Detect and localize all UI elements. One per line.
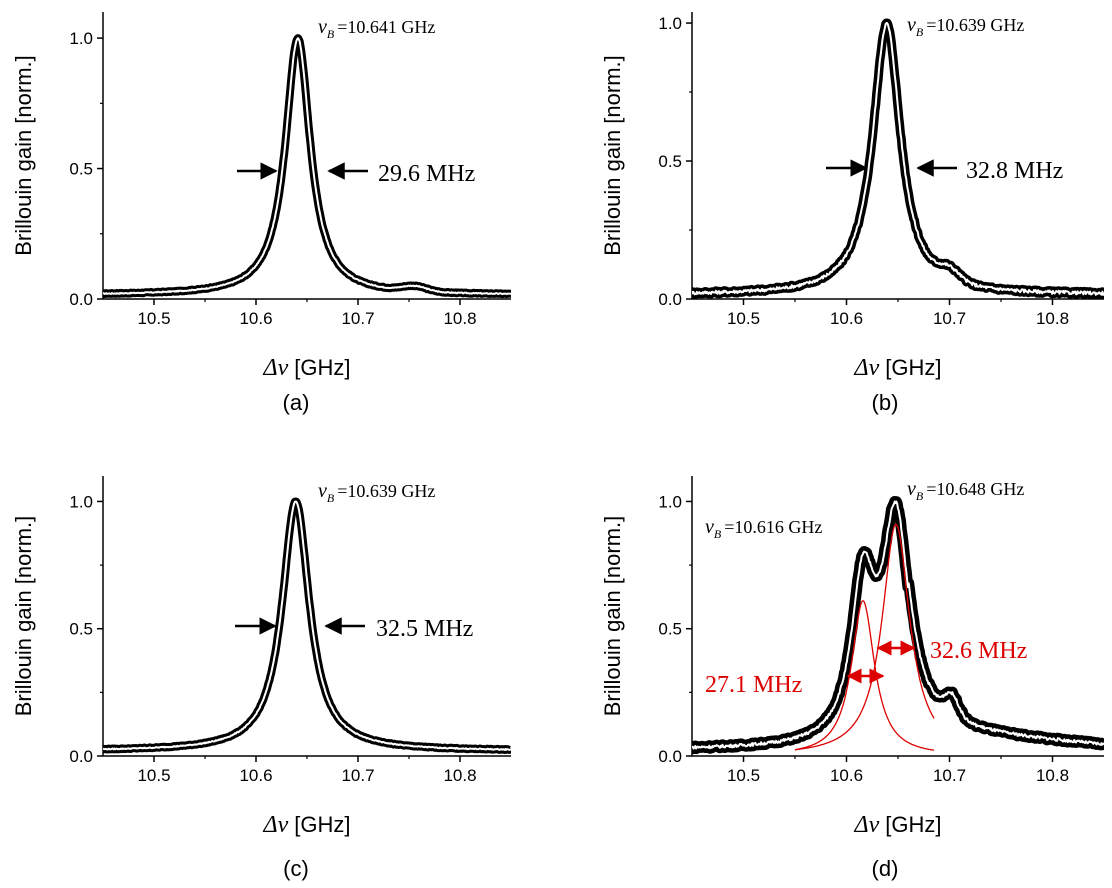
x-tick-label: 10.6: [830, 309, 863, 328]
x-tick-label: 10.5: [727, 309, 760, 328]
y-tick-label: 0.0: [69, 290, 93, 309]
fit-component-2: [794, 523, 935, 751]
nu-subscript: B: [916, 489, 924, 503]
x-axis-label: Δν [GHz]: [263, 355, 351, 381]
fwhm-label: 32.6 MHz: [930, 638, 1027, 664]
fit-curve: [103, 37, 511, 296]
fwhm-label: 32.5 MHz: [376, 616, 473, 642]
x-tick-label: 10.7: [341, 766, 374, 785]
brillouin-frequency-label: νB =10.648 GHz: [907, 478, 1024, 503]
nu-symbol: ν: [907, 478, 916, 500]
chart-panel-b: 0.0 0.5 1.0 10.5 10.6 10.7 10.8 Brillouin gain …: [600, 12, 1104, 415]
panel-label: (b): [872, 390, 899, 415]
panel-label: (a): [283, 390, 310, 415]
brillouin-frequency-label: νB =10.641 GHz: [318, 16, 435, 41]
brillouin-frequency-label: νB =10.639 GHz: [907, 14, 1024, 39]
x-tick-label: 10.6: [239, 309, 272, 328]
fwhm-label: 27.1 MHz: [705, 672, 802, 698]
y-tick-label: 0.5: [69, 160, 93, 179]
y-tick-label: 0.5: [658, 620, 682, 639]
x-axis-label-symbol: Δν: [263, 355, 289, 381]
x-tick-label: 10.8: [1036, 766, 1069, 785]
nu-subscript: B: [327, 27, 335, 41]
x-axis-label-unit: [GHz]: [885, 812, 941, 837]
x-tick-label: 10.8: [443, 309, 476, 328]
brillouin-frequency-label: νB =10.639 GHz: [318, 480, 435, 505]
x-tick-label: 10.5: [137, 766, 170, 785]
fit-curve: [103, 500, 511, 751]
y-axis-label: Brillouin gain [norm.]: [11, 55, 36, 256]
chart-panel-d: 0.0 0.5 1.0 10.5 10.6 10.7 10.8 Brillouin gain …: [600, 476, 1104, 881]
y-tick-label: 0.5: [69, 620, 93, 639]
x-tick-label: 10.6: [830, 766, 863, 785]
x-tick-label: 10.7: [933, 766, 966, 785]
y-tick-label: 0.0: [658, 290, 682, 309]
x-tick-label: 10.8: [1036, 309, 1069, 328]
x-tick-label: 10.7: [341, 309, 374, 328]
fit-curve: [692, 22, 1104, 296]
nu-value: =10.616 GHz: [724, 517, 822, 537]
chart-panel-c: 0.0 0.5 1.0 10.5 10.6 10.7 10.8 Brillouin gain …: [11, 476, 511, 881]
nu-subscript: B: [327, 491, 335, 505]
nu-value: =10.639 GHz: [337, 481, 435, 501]
x-tick-label: 10.5: [727, 766, 760, 785]
nu-subscript: B: [916, 25, 924, 39]
x-tick-label: 10.6: [239, 766, 272, 785]
y-axis-label: Brillouin gain [norm.]: [600, 55, 625, 256]
x-axis-label-symbol: Δν: [854, 812, 880, 838]
x-axis-label: Δν [GHz]: [854, 812, 942, 838]
panel-label: (c): [283, 856, 309, 881]
nu-value: =10.648 GHz: [926, 479, 1024, 499]
brillouin-frequency-label-2: νB =10.616 GHz: [705, 516, 822, 541]
fwhm-label: 29.6 MHz: [378, 161, 475, 187]
nu-value: =10.639 GHz: [926, 15, 1024, 35]
x-axis-label: Δν [GHz]: [263, 812, 351, 838]
x-axis-label-symbol: Δν: [854, 355, 880, 381]
y-tick-label: 1.0: [658, 492, 682, 511]
y-axis-label: Brillouin gain [norm.]: [600, 516, 625, 717]
nu-symbol: ν: [705, 516, 714, 538]
y-tick-label: 0.0: [658, 747, 682, 766]
y-tick-label: 1.0: [69, 492, 93, 511]
x-axis-label: Δν [GHz]: [854, 355, 942, 381]
y-axis-label: Brillouin gain [norm.]: [11, 516, 36, 717]
y-tick-label: 1.0: [69, 29, 93, 48]
x-axis-label-unit: [GHz]: [294, 355, 350, 380]
fwhm-label: 32.8 MHz: [966, 158, 1063, 184]
fit-component-1: [794, 599, 935, 751]
x-axis-label-symbol: Δν: [263, 812, 289, 838]
measured-curve-outline: [692, 496, 1104, 755]
y-tick-label: 1.0: [658, 14, 682, 33]
x-axis-label-unit: [GHz]: [294, 812, 350, 837]
x-tick-label: 10.7: [933, 309, 966, 328]
fit-curve: [692, 500, 1104, 750]
x-tick-label: 10.5: [137, 309, 170, 328]
y-tick-label: 0.0: [69, 747, 93, 766]
nu-value: =10.641 GHz: [337, 17, 435, 37]
chart-panel-a: 0.0 0.5 1.0 10.5 10.6 10.7 10.8 Brillouin gain …: [11, 12, 511, 415]
y-tick-label: 0.5: [658, 152, 682, 171]
nu-subscript: B: [714, 527, 722, 541]
nu-symbol: ν: [318, 16, 327, 38]
nu-symbol: ν: [318, 480, 327, 502]
x-tick-label: 10.8: [443, 766, 476, 785]
x-axis-label-unit: [GHz]: [885, 355, 941, 380]
panel-label: (d): [872, 856, 899, 881]
nu-symbol: ν: [907, 14, 916, 36]
